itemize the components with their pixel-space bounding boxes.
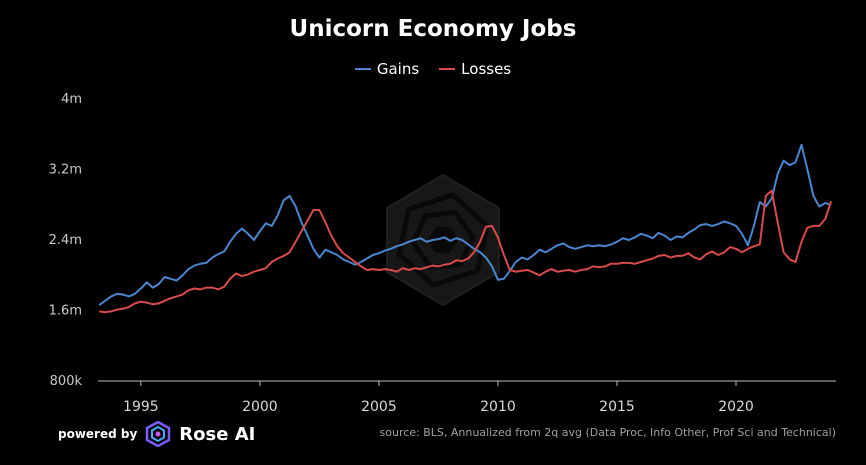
series-line-gains[interactable] bbox=[98, 143, 832, 307]
series-line-losses[interactable] bbox=[99, 189, 833, 314]
y-tick-label: 1.6m bbox=[49, 304, 82, 319]
legend-label-losses: Losses bbox=[461, 60, 512, 78]
legend-item-losses[interactable]: Losses bbox=[439, 60, 511, 78]
hexagon-spiral-watermark-icon bbox=[386, 173, 500, 307]
source-note: source: BLS, Annualized from 2q avg (Dat… bbox=[379, 426, 836, 439]
series-layer bbox=[98, 143, 833, 314]
x-tick-label: 2020 bbox=[718, 399, 754, 415]
powered-by-text: powered by bbox=[58, 427, 138, 441]
x-tick-label: 2015 bbox=[599, 399, 635, 415]
legend: Gains Losses bbox=[0, 60, 866, 78]
x-tick-label: 2010 bbox=[480, 399, 516, 415]
y-tick-label: 3.2m bbox=[49, 163, 82, 178]
y-axis: 800k 1.6m 2.4m 3.2m 4m bbox=[49, 92, 83, 389]
legend-item-gains[interactable]: Gains bbox=[354, 60, 420, 78]
y-tick-label: 4m bbox=[61, 92, 82, 107]
legend-swatch-gains bbox=[354, 68, 371, 70]
x-tick-label: 2005 bbox=[361, 399, 397, 415]
powered-by-badge[interactable]: powered by Rose AI bbox=[58, 421, 255, 447]
y-tick-label: 800k bbox=[50, 374, 83, 389]
legend-label-gains: Gains bbox=[376, 60, 420, 78]
y-tick-label: 2.4m bbox=[49, 233, 82, 248]
brand-name: Rose AI bbox=[179, 423, 256, 445]
x-tick-label: 2000 bbox=[242, 399, 278, 415]
x-axis: 1995 2000 2005 2010 2015 2020 bbox=[98, 380, 836, 415]
x-tick-label: 1995 bbox=[123, 399, 159, 415]
chart-title: Unicorn Economy Jobs bbox=[289, 16, 577, 42]
rose-ai-logo-icon bbox=[146, 421, 171, 447]
legend-swatch-losses bbox=[439, 68, 456, 70]
